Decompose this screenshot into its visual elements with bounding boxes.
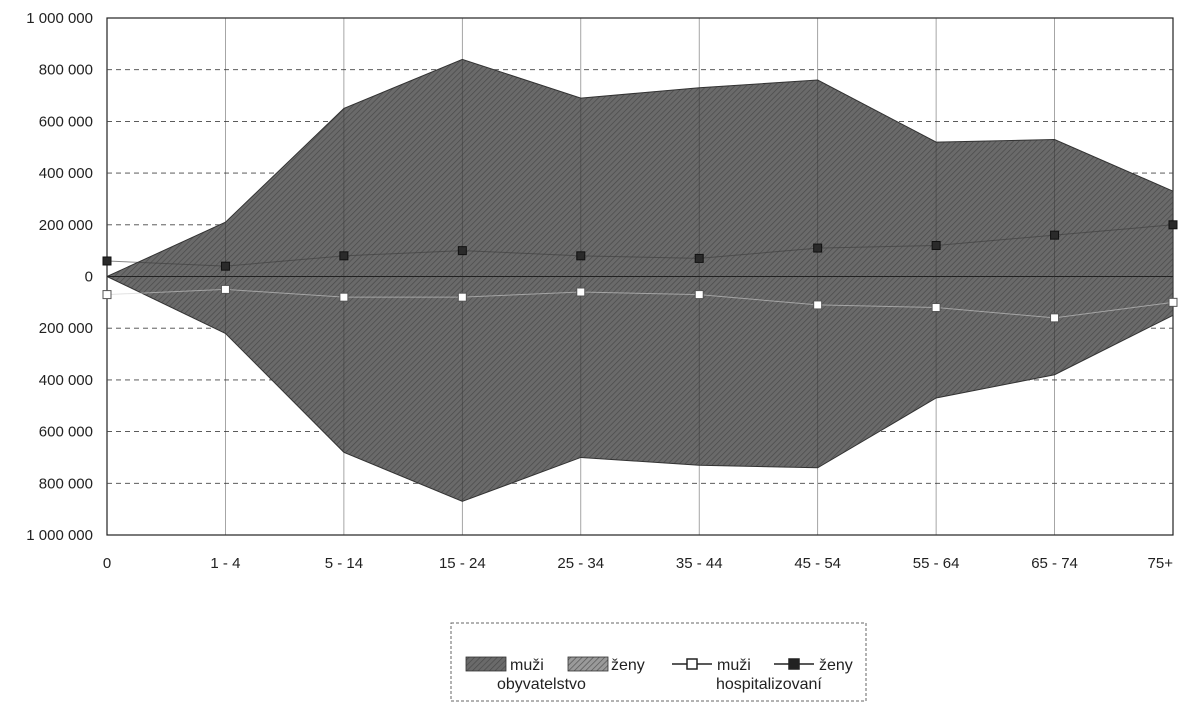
legend-label-zeny-obyvatelstvo: ženy bbox=[611, 657, 645, 674]
marker-muzi-hospitalizovani bbox=[1168, 297, 1178, 307]
legend-group-obyvatelstvo: obyvatelstvo bbox=[497, 676, 586, 693]
marker-muzi-hospitalizovani bbox=[220, 284, 230, 294]
y-axis-tick-labels: 1 000 000 800 000 600 000 400 000 200 000 0 20… bbox=[26, 10, 93, 544]
y-tick-label: 400 000 bbox=[39, 165, 93, 182]
marker-zeny-hospitalizovani bbox=[220, 261, 230, 271]
line-zeny-hospitalizovani bbox=[106, 224, 1174, 267]
x-tick-label: 75+ bbox=[1148, 555, 1174, 572]
marker-muzi-hospitalizovani bbox=[813, 300, 823, 310]
x-tick-label: 25 - 34 bbox=[557, 555, 604, 572]
legend-group-hospitalizovani: hospitalizovaní bbox=[716, 676, 822, 693]
x-tick-label: 55 - 64 bbox=[913, 555, 960, 572]
vertical-gridlines bbox=[225, 18, 1055, 535]
marker-zeny-hospitalizovani bbox=[931, 240, 941, 250]
y-tick-label: 600 000 bbox=[39, 113, 93, 130]
legend-swatch-zeny-obyvatelstvo bbox=[567, 656, 609, 672]
marker-zeny-hospitalizovani bbox=[1050, 230, 1060, 240]
marker-zeny-hospitalizovani bbox=[694, 253, 704, 263]
y-tick-label: 600 000 bbox=[39, 424, 93, 441]
marker-zeny-hospitalizovani bbox=[1168, 220, 1178, 230]
legend: muži ženy obyvatelstvo muži ženy hospita… bbox=[450, 622, 867, 702]
y-tick-label: 200 000 bbox=[39, 217, 93, 234]
y-tick-label: 200 000 bbox=[39, 320, 93, 337]
marker-zeny-hospitalizovani bbox=[576, 251, 586, 261]
marker-muzi-hospitalizovani bbox=[931, 303, 941, 313]
legend-marker-muzi-hospitalizovani bbox=[686, 658, 698, 670]
legend-label-zeny-hospitalizovani: ženy bbox=[819, 657, 853, 674]
x-axis-tick-labels: 0 1 - 4 5 - 14 15 - 24 25 - 34 35 - 44 45 - 54… bbox=[103, 555, 1173, 572]
y-tick-label: 0 bbox=[85, 269, 93, 286]
marker-muzi-hospitalizovani bbox=[694, 290, 704, 300]
marker-zeny-hospitalizovani bbox=[339, 251, 349, 261]
y-tick-label: 800 000 bbox=[39, 475, 93, 492]
x-tick-label: 0 bbox=[103, 555, 111, 572]
x-tick-label: 1 - 4 bbox=[210, 555, 240, 572]
y-tick-label: 400 000 bbox=[39, 372, 93, 389]
area-series bbox=[106, 58, 1174, 502]
marker-muzi-hospitalizovani bbox=[576, 287, 586, 297]
area-muzi-obyvatelstvo bbox=[106, 58, 1174, 277]
marker-zeny-hospitalizovani bbox=[102, 256, 112, 266]
marker-muzi-hospitalizovani bbox=[1050, 313, 1060, 323]
marker-muzi-hospitalizovani bbox=[457, 292, 467, 302]
marker-zeny-hospitalizovani bbox=[813, 243, 823, 253]
y-tick-label: 800 000 bbox=[39, 62, 93, 79]
legend-swatch-muzi-obyvatelstvo bbox=[465, 656, 507, 672]
line-muzi-hospitalizovani bbox=[106, 288, 1174, 319]
y-tick-label: 1 000 000 bbox=[26, 527, 93, 544]
x-tick-label: 15 - 24 bbox=[439, 555, 486, 572]
x-tick-label: 35 - 44 bbox=[676, 555, 723, 572]
x-tick-label: 5 - 14 bbox=[325, 555, 363, 572]
marker-muzi-hospitalizovani bbox=[102, 290, 112, 300]
y-tick-label: 1 000 000 bbox=[26, 10, 93, 27]
x-tick-label: 65 - 74 bbox=[1031, 555, 1078, 572]
marker-zeny-hospitalizovani bbox=[457, 246, 467, 256]
area-zeny-obyvatelstvo bbox=[106, 276, 1174, 502]
legend-label-muzi-obyvatelstvo: muži bbox=[510, 657, 544, 674]
legend-label-muzi-hospitalizovani: muži bbox=[717, 657, 751, 674]
marker-muzi-hospitalizovani bbox=[339, 292, 349, 302]
line-series bbox=[102, 220, 1178, 323]
legend-marker-zeny-hospitalizovani bbox=[788, 658, 800, 670]
x-tick-label: 45 - 54 bbox=[794, 555, 841, 572]
